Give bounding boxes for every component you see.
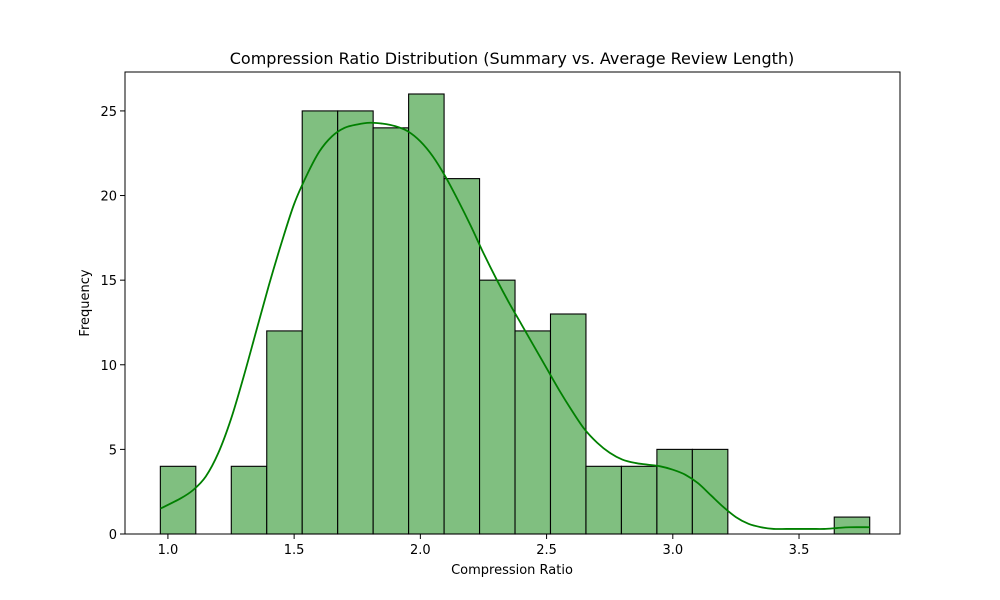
y-tick-label: 25: [100, 105, 117, 120]
histogram-bar: [585, 465, 622, 535]
histogram-bar: [479, 279, 516, 535]
histogram-bar: [514, 330, 552, 535]
chart-title: Compression Ratio Distribution (Summary …: [230, 49, 795, 68]
histogram-bar: [620, 465, 658, 535]
y-tick-label: 10: [100, 359, 117, 374]
plot-frame: [124, 71, 901, 535]
histogram-bar: [833, 516, 871, 535]
histogram-bar: [656, 448, 693, 535]
histogram-bar: [372, 127, 410, 535]
y-tick-label: 0: [109, 528, 117, 543]
x-tick-label: 2.5: [536, 543, 557, 558]
histogram-bar: [443, 178, 481, 535]
x-tick-label: 1.5: [284, 543, 305, 558]
kde-curve: [159, 121, 870, 530]
histogram-bar: [230, 465, 268, 535]
x-tick-label: 1.0: [158, 543, 179, 558]
x-tick-label: 2.0: [410, 543, 431, 558]
x-axis-ticks: 1.0 1.5 2.0 2.5 3.0 3.5: [158, 534, 810, 558]
y-tick-label: 5: [109, 443, 117, 458]
y-axis-ticks: 0 5 10 15 20 25: [100, 105, 125, 543]
histogram-bar: [408, 93, 445, 535]
histogram-bar: [266, 330, 303, 535]
histogram-bar: [337, 110, 374, 535]
x-tick-label: 3.5: [789, 543, 810, 558]
histogram-bars: [159, 93, 871, 535]
y-axis-label: Frequency: [78, 269, 93, 336]
y-tick-label: 20: [100, 190, 117, 205]
x-tick-label: 3.0: [662, 543, 683, 558]
y-tick-label: 15: [100, 274, 117, 289]
histogram-bar: [691, 448, 729, 535]
x-axis-label: Compression Ratio: [451, 563, 573, 578]
